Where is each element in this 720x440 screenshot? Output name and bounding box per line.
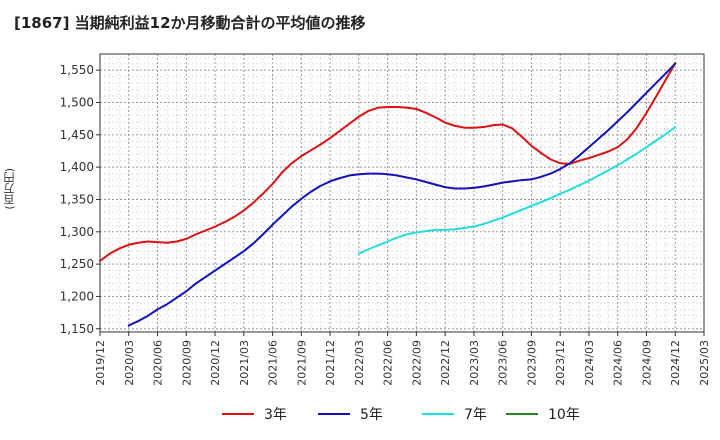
x-tick-label: 2021/09	[295, 340, 308, 386]
x-tick-label: 2021/03	[238, 340, 251, 386]
x-tick-label: 2024/03	[583, 340, 596, 386]
chart-title: [1867] 当期純利益12か月移動合計の平均値の推移	[14, 14, 366, 32]
x-tick-label: 2023/12	[554, 340, 567, 386]
y-tick-label: 1,500	[60, 95, 94, 109]
y-tick-label: 1,350	[60, 192, 94, 206]
y-tick-labels: 1,150 1,200 1,250 1,300 1,350 1,400 1,450 1,500…	[60, 63, 94, 336]
legend-item: 3年	[222, 404, 287, 424]
x-tick-label: 2020/03	[123, 340, 136, 386]
legend-swatch	[422, 413, 454, 415]
legend-label: 10年	[548, 407, 580, 423]
y-tick-label: 1,450	[60, 128, 94, 142]
x-tick-label: 2019/12	[94, 340, 107, 386]
x-tick-label: 2025/03	[698, 340, 711, 386]
series-line-1	[99, 62, 677, 262]
legend-item: 7年	[422, 404, 487, 424]
series-line-2	[127, 62, 677, 327]
legend-swatch	[318, 413, 350, 415]
x-tick-label: 2023/06	[497, 340, 510, 386]
x-tick-label: 2024/12	[669, 340, 682, 386]
legend-swatch	[506, 413, 538, 415]
x-tick-label: 2022/12	[439, 340, 452, 386]
legend-label: 5年	[360, 407, 383, 423]
x-tick-label: 2021/12	[324, 340, 337, 386]
grid-layer	[99, 54, 705, 332]
series-layer	[99, 62, 677, 327]
series-line-3	[357, 126, 677, 255]
y-tick-label: 1,150	[60, 322, 94, 336]
x-tick-label: 2023/03	[468, 340, 481, 386]
legend-label: 3年	[264, 407, 287, 423]
legend-item: 10年	[506, 404, 580, 424]
y-tick-label: 1,550	[60, 63, 94, 77]
plot-border	[99, 53, 705, 333]
x-tick-label: 2022/03	[353, 340, 366, 386]
y-tick-label: 1,400	[60, 160, 94, 174]
plot-frame	[96, 53, 705, 336]
x-tick-label: 2022/09	[410, 340, 423, 386]
y-tick-label: 1,250	[60, 257, 94, 271]
x-tick-label: 2020/09	[180, 340, 193, 386]
x-tick-label: 2024/06	[612, 340, 625, 386]
legend-swatch	[222, 413, 254, 415]
legend-label: 7年	[464, 407, 487, 423]
y-tick-label: 1,200	[60, 289, 94, 303]
x-tick-labels: 2019/12 2020/03 2020/06 2020/09 2020/12 2021/…	[94, 340, 711, 386]
x-tick-label: 2020/12	[209, 340, 222, 386]
x-tick-label: 2020/06	[152, 340, 165, 386]
x-tick-label: 2022/06	[382, 340, 395, 386]
x-tick-label: 2023/09	[525, 340, 538, 386]
legend-item: 5年	[318, 404, 383, 424]
x-tick-label: 2024/09	[640, 340, 653, 386]
y-tick-label: 1,300	[60, 225, 94, 239]
x-tick-label: 2021/06	[267, 340, 280, 386]
legend: 3年 5年 7年 10年	[0, 404, 720, 426]
